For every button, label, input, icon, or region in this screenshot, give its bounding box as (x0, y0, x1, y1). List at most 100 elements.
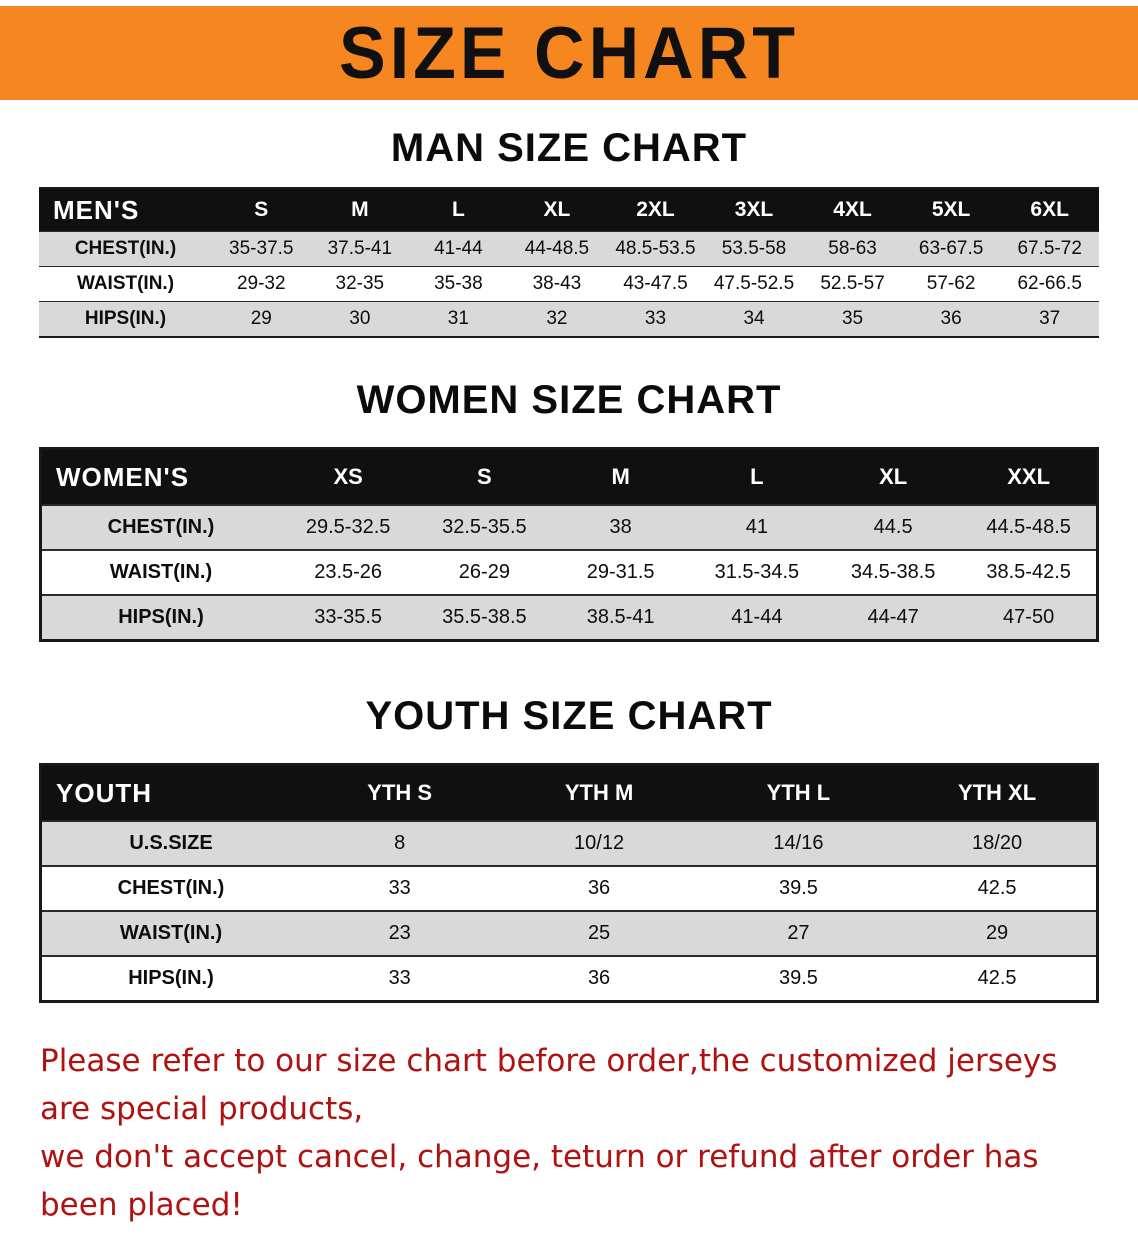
table-cell: 31.5-34.5 (714, 561, 800, 583)
table-header-row: MEN'S S M L XL 2XL 3XL 4XL 5XL 6XL (39, 188, 1099, 232)
column-header: L (409, 188, 508, 232)
table-cell: 36 (587, 967, 611, 989)
table-cell: 29-32 (236, 273, 286, 294)
column-header: XL (507, 188, 607, 232)
table-row: HIPS(IN.) 33 36 39.5 42.5 (40, 956, 1098, 1002)
table-row: CHEST(IN.) 35-37.5 37.5-41 41-44 44-48.5 48.5… (39, 231, 1099, 267)
table-cell: 33 (388, 967, 411, 989)
column-header: M (310, 188, 410, 232)
women-size-table: WOMEN'S XS S M L XL XXL CHEST(IN.) 29.5-32.5 32.5… (39, 447, 1099, 642)
table-cell: 31 (447, 308, 469, 329)
table-cell: 43-47.5 (623, 273, 688, 294)
size-chart-page: SIZE CHART MAN SIZE CHART MEN'S S M L XL 2XL 3… (0, 6, 1138, 1230)
table-cell: 52.5-57 (820, 273, 885, 294)
table-group-label: YOUTH (40, 764, 300, 821)
table-cell: 38-43 (532, 273, 582, 294)
table-cell: 42.5 (977, 877, 1017, 899)
column-header: YTH M (499, 764, 699, 821)
row-label: WAIST(IN.) (119, 922, 223, 944)
table-cell: 47-50 (1003, 606, 1055, 628)
table-cell: 29.5-32.5 (305, 516, 391, 538)
table-row: WAIST(IN.) 23 25 27 29 (40, 911, 1098, 956)
table-cell: 38.5-42.5 (986, 561, 1071, 583)
column-header: L (688, 448, 825, 505)
table-cell: 53.5-58 (721, 238, 787, 259)
row-label: HIPS(IN.) (118, 606, 204, 628)
table-row: HIPS(IN.) 33-35.5 35.5-38.5 38.5-41 41-44 44-… (40, 595, 1098, 641)
table-row: WAIST(IN.) 23.5-26 26-29 29-31.5 31.5-34.5 34… (40, 550, 1098, 595)
table-cell: 58-63 (828, 238, 877, 259)
table-cell: 63-67.5 (918, 238, 984, 259)
table-cell: 14/16 (773, 832, 824, 854)
table-cell: 32-35 (335, 273, 385, 294)
table-group-label: MEN'S (39, 188, 212, 232)
row-label: HIPS(IN.) (128, 967, 214, 989)
table-cell: 29 (250, 308, 272, 329)
table-cell: 47.5-52.5 (713, 273, 795, 294)
table-cell: 35-38 (434, 273, 483, 294)
table-cell: 44-47 (867, 606, 919, 628)
table-cell: 44.5-48.5 (986, 516, 1071, 538)
column-header: YTH XL (898, 764, 1098, 821)
row-label: CHEST(IN.) (117, 877, 225, 899)
table-cell: 30 (349, 308, 371, 329)
table-cell: 32 (546, 308, 568, 329)
table-cell: 42.5 (977, 967, 1017, 989)
banner: SIZE CHART (0, 6, 1138, 100)
table-row: HIPS(IN.) 29 30 31 32 33 34 35 36 37 (39, 301, 1099, 337)
page-title: SIZE CHART (339, 12, 799, 94)
men-size-table: MEN'S S M L XL 2XL 3XL 4XL 5XL 6XL CHEST(IN.) 35-37… (39, 187, 1099, 338)
table-cell: 39.5 (778, 877, 818, 899)
table-row: CHEST(IN.) 29.5-32.5 32.5-35.5 38 41 44.5 44.5… (40, 505, 1098, 550)
table-cell: 41-44 (731, 606, 783, 628)
column-header: YTH L (698, 764, 899, 821)
row-label: HIPS(IN.) (84, 308, 167, 329)
table-cell: 39.5 (778, 967, 818, 989)
column-header: 3XL (704, 188, 804, 232)
footer-line-2: we don't accept cancel, change, teturn o… (40, 1139, 1039, 1224)
column-header: M (552, 448, 689, 505)
table-cell: 26-29 (458, 561, 510, 583)
table-cell: 29-31.5 (586, 561, 655, 583)
column-header: YTH S (300, 764, 500, 821)
table-cell: 34 (743, 308, 765, 329)
table-header-row: WOMEN'S XS S M L XL XXL (40, 448, 1098, 505)
column-header: 6XL (1000, 188, 1099, 232)
row-label: CHEST(IN.) (74, 238, 177, 259)
table-cell: 37 (1039, 308, 1061, 329)
table-cell: 41 (745, 516, 768, 538)
row-label: WAIST(IN.) (109, 561, 213, 583)
row-label: WAIST(IN.) (76, 273, 175, 294)
table-cell: 38.5-41 (586, 606, 655, 628)
table-cell: 62-66.5 (1017, 273, 1082, 294)
table-cell: 41-44 (434, 238, 483, 259)
table-cell: 57-62 (926, 273, 976, 294)
table-cell: 44-48.5 (524, 238, 590, 259)
table-cell: 44.5 (873, 516, 913, 538)
table-cell: 36 (940, 308, 962, 329)
table-cell: 33 (644, 308, 667, 329)
table-group-label: WOMEN'S (40, 448, 280, 505)
table-cell: 48.5-53.5 (615, 238, 696, 259)
table-row: CHEST(IN.) 33 36 39.5 42.5 (40, 866, 1098, 911)
table-row: WAIST(IN.) 29-32 32-35 35-38 38-43 43-47.5 47.… (39, 266, 1099, 302)
table-cell: 18/20 (972, 832, 1023, 854)
table-cell: 27 (787, 922, 810, 944)
table-cell: 33 (388, 877, 411, 899)
table-cell: 29 (985, 922, 1009, 944)
row-label: U.S.SIZE (129, 832, 213, 854)
column-header: XS (280, 448, 417, 505)
footer-notice: Please refer to our size chart before or… (40, 1037, 1102, 1229)
table-cell: 33-35.5 (314, 606, 383, 628)
table-cell: 34.5-38.5 (850, 561, 936, 583)
column-header: 4XL (803, 188, 902, 232)
column-header: S (212, 188, 311, 232)
table-row: U.S.SIZE 8 10/12 14/16 18/20 (40, 821, 1098, 866)
table-cell: 10/12 (574, 832, 625, 854)
row-label: CHEST(IN.) (107, 516, 215, 538)
column-header: XXL (961, 448, 1098, 505)
table-cell: 35 (841, 308, 864, 329)
table-cell: 36 (587, 877, 611, 899)
table-cell: 37.5-41 (327, 238, 393, 259)
footer-line-1: Please refer to our size chart before or… (40, 1043, 1058, 1128)
